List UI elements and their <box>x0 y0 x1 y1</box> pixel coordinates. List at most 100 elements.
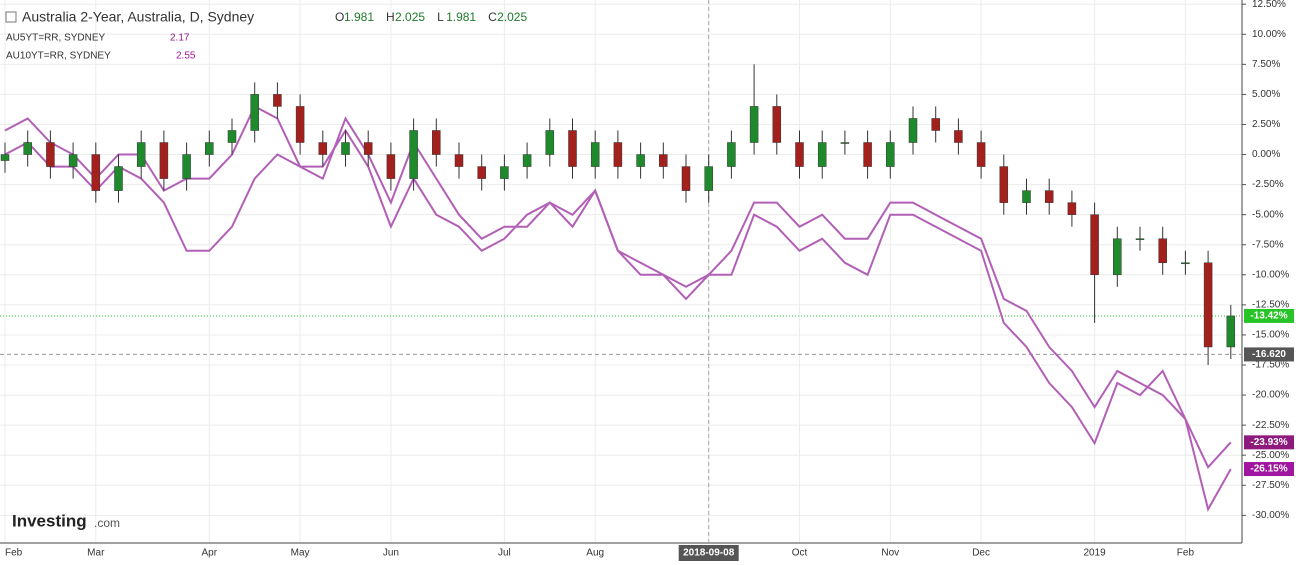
candle-body <box>227 130 237 143</box>
x-tick-label: Jun <box>383 548 399 559</box>
badge-bg <box>1244 308 1294 323</box>
candle-body <box>1158 238 1167 264</box>
logo-suffix: .com <box>94 516 120 530</box>
candle-body <box>817 142 827 167</box>
y-tick-label: -2.50% <box>1252 179 1284 190</box>
series-line <box>4 128 1232 512</box>
candle-body <box>386 154 396 179</box>
badge-label: -13.42% <box>1250 311 1287 322</box>
candle-body <box>114 166 123 191</box>
logo-main: Investing <box>12 511 87 530</box>
ohlc-value: 2.025 <box>497 10 527 24</box>
y-tick-label: 12.50% <box>1252 0 1286 10</box>
y-tick-label: -30.00% <box>1252 510 1289 521</box>
y-tick-label: -20.00% <box>1252 390 1289 401</box>
candle-body <box>772 106 782 143</box>
candle-body <box>250 94 259 131</box>
candle-body <box>454 154 464 167</box>
ohlc-key: H <box>386 10 395 24</box>
candle-body <box>931 118 940 131</box>
candle-body <box>205 142 214 155</box>
y-tick-label: 7.50% <box>1252 59 1280 70</box>
y-tick-label: -12.50% <box>1252 300 1289 311</box>
value-badge: -16.620 <box>1244 347 1294 362</box>
y-tick-label: 0.00% <box>1252 149 1280 160</box>
candle-body <box>681 166 691 191</box>
candle-body <box>908 118 918 143</box>
crosshair-date-badge <box>678 545 739 561</box>
chart-title: Australia 2-Year, Australia, D, Sydney <box>22 9 254 25</box>
x-tick-label: 2019 <box>1083 548 1106 559</box>
ohlc-key: O <box>335 10 344 24</box>
badge-bg <box>1244 347 1294 362</box>
badge-label: -23.93% <box>1250 437 1287 448</box>
series-name: AU5YT=RR, SYDNEY <box>6 33 106 44</box>
value-badge: -13.42% <box>1244 308 1294 323</box>
candle-body <box>886 142 895 167</box>
candle-body <box>1022 190 1031 203</box>
candle-body <box>568 130 577 167</box>
y-tick-label: -10.00% <box>1252 269 1289 280</box>
candle-body <box>318 142 328 155</box>
badge-bg <box>1244 435 1294 450</box>
x-tick-label: Aug <box>586 548 604 559</box>
y-tick-label: -17.50% <box>1252 360 1289 371</box>
candle-body <box>363 142 373 155</box>
x-tick-label: Oct <box>792 548 808 559</box>
x-tick-label: Dec <box>972 548 990 559</box>
candle-body <box>749 106 759 143</box>
candle-body <box>1135 238 1145 240</box>
ohlc-value: 1.981 <box>446 10 476 24</box>
candle-body <box>500 166 509 179</box>
candle-body <box>1044 190 1054 203</box>
value-badge: -26.15% <box>1244 462 1294 477</box>
y-tick-label: -5.00% <box>1252 209 1284 220</box>
candle-body <box>522 154 532 167</box>
ohlc-key: L <box>437 10 444 24</box>
series-legend-value: 2.55 <box>176 51 196 62</box>
y-tick-label: -15.00% <box>1252 330 1289 341</box>
candle-body <box>613 142 623 167</box>
candle-body <box>409 130 418 179</box>
candle-body <box>590 142 600 167</box>
series-name: AU10YT=RR, SYDNEY <box>6 51 111 62</box>
x-tick-label: Mar <box>87 548 105 559</box>
x-tick-label: Feb <box>5 548 23 559</box>
candle-body <box>976 142 986 167</box>
x-tick-label: Apr <box>202 548 218 559</box>
candle-body <box>863 142 872 167</box>
y-tick-label: -22.50% <box>1252 420 1289 431</box>
candle-body <box>954 130 963 143</box>
x-tick-label: Nov <box>881 548 899 559</box>
y-tick-label: 10.00% <box>1252 29 1286 40</box>
series-legend-value: 2.17 <box>170 33 190 44</box>
candle-body <box>23 142 32 155</box>
candle-body <box>636 154 645 167</box>
candle-body <box>795 142 804 167</box>
candle-body <box>999 166 1009 203</box>
y-tick-label: -25.00% <box>1252 450 1289 461</box>
candle-body <box>295 106 305 143</box>
candle-body <box>477 166 486 179</box>
badge-bg <box>1244 462 1294 477</box>
candle-body <box>273 94 282 107</box>
badge-label: -26.15% <box>1250 464 1287 475</box>
candle-body <box>1067 202 1077 215</box>
value-badge: -23.93% <box>1244 435 1294 450</box>
candle-body <box>341 142 350 155</box>
crosshair-date-label: 2018-09-08 <box>683 548 735 559</box>
x-tick-label: May <box>291 548 310 559</box>
y-tick-label: -27.50% <box>1252 480 1289 491</box>
x-tick-label: Feb <box>1177 548 1195 559</box>
candle-body <box>68 154 78 167</box>
candle-body <box>659 154 668 167</box>
candle-body <box>0 154 10 161</box>
y-tick-label: 2.50% <box>1252 119 1280 130</box>
candle-body <box>1113 238 1122 276</box>
candle-body <box>1203 262 1213 348</box>
candle-body <box>840 142 850 144</box>
